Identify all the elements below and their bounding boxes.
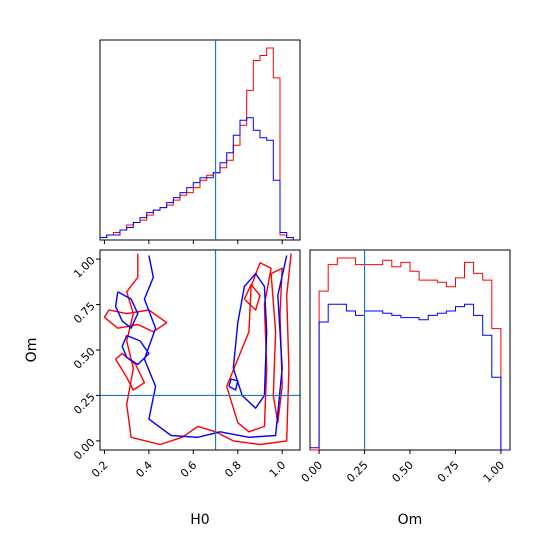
y-axis-label: Om [24, 338, 40, 363]
om-hist-series-1 [309, 303, 510, 451]
om-x-axis-label: Om [398, 512, 423, 528]
contour-0-3 [226, 262, 272, 433]
contour-1-1 [114, 291, 139, 329]
contour-0-0 [125, 253, 292, 446]
contour-1-3 [232, 272, 268, 409]
contour-1-0 [143, 255, 288, 438]
om-hist-series-0 [310, 257, 510, 451]
contour-1-2 [121, 334, 150, 366]
h0-histogram-frame [99, 39, 301, 241]
contour-0-4 [243, 283, 261, 311]
h0-hist-series-1 [99, 117, 294, 240]
h0-histogram-panel [99, 39, 301, 244]
contour-0-1 [103, 309, 168, 333]
contour-0-2 [115, 352, 146, 391]
contour-1-4 [228, 378, 239, 391]
x-axis-label: H0 [190, 512, 209, 528]
h0-hist-series-0 [99, 47, 294, 240]
